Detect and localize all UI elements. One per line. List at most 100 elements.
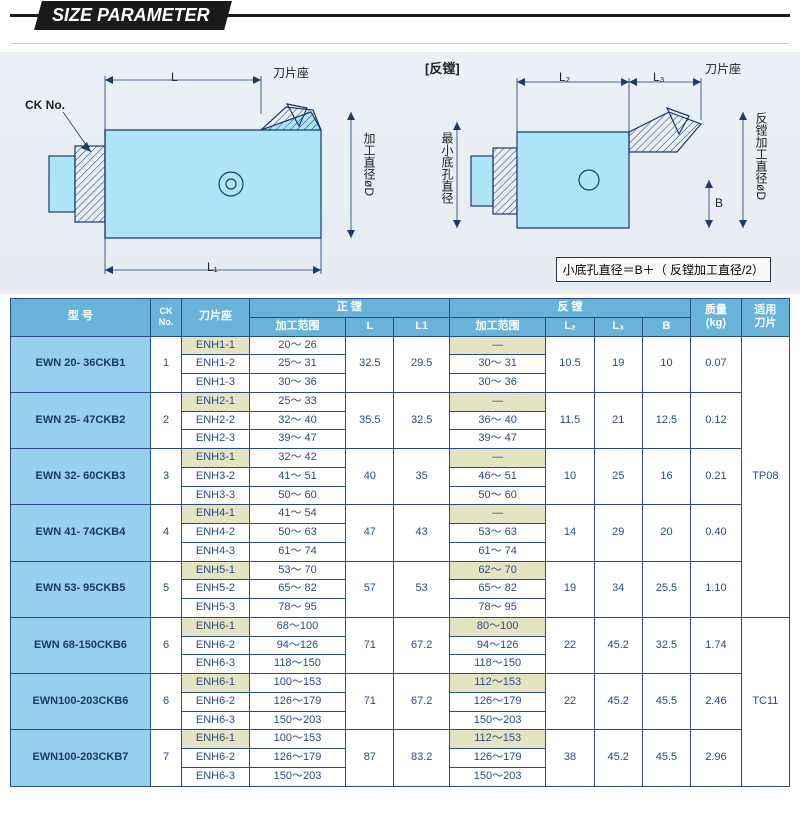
cell-range-reverse: 62～ 70 [449, 561, 545, 580]
cell-range-reverse: — [449, 336, 545, 355]
cell-kg: 0.12 [691, 392, 742, 448]
cell-seat: ENH2-2 [182, 411, 250, 430]
cell-L2: 19 [546, 561, 594, 617]
cell-range-reverse: — [449, 505, 545, 524]
table-row: EWN100-203CKB66ENH6-1100～1537167.2112～15… [11, 674, 790, 693]
cell-seat: ENH6-3 [182, 711, 250, 730]
cell-L1: 67.2 [394, 617, 449, 673]
table-body: EWN 20- 36CKB11ENH1-120～ 2632.529.5—10.5… [11, 336, 790, 786]
cell-range-reverse: 126～179 [449, 749, 545, 768]
cell-L2: 11.5 [546, 392, 594, 448]
cell-range-reverse: 112～153 [449, 730, 545, 749]
label-L1: L₁ [207, 260, 218, 274]
table-head: 型 号 CK No. 刀片座 正 镗 反 镗 质量 (kg) 适用 刀片 加工范… [11, 299, 790, 337]
cell-range-forward: 126～179 [249, 749, 345, 768]
cell-range-reverse: 118～150 [449, 655, 545, 674]
cell-range-forward: 94～126 [249, 636, 345, 655]
cell-B: 12.5 [642, 392, 690, 448]
table-row: EWN 41- 74CKB44ENH4-141～ 544743—1429200.… [11, 505, 790, 524]
cell-range-forward: 41～ 51 [249, 467, 345, 486]
cell-seat: ENH1-3 [182, 374, 250, 393]
th-forward: 正 镗 [249, 299, 449, 318]
cell-L3: 45.2 [594, 730, 642, 786]
cell-kg: 2.96 [691, 730, 742, 786]
label-seat-left: 刀片座 [273, 64, 309, 81]
label-rev-dia: 反镗加工直径øD [753, 112, 770, 200]
cell-L1: 67.2 [394, 674, 449, 730]
cell-L3: 34 [594, 561, 642, 617]
cell-range-reverse: 65～ 82 [449, 580, 545, 599]
cell-L: 47 [346, 505, 394, 561]
cell-range-reverse: — [449, 449, 545, 468]
th-L: L [346, 317, 394, 336]
cell-range-reverse: 78～ 95 [449, 599, 545, 618]
cell-kg: 0.07 [691, 336, 742, 392]
cell-range-forward: 118～150 [249, 655, 345, 674]
diagram-forward-boring: L 刀片座 CK No. L₁ 加工直径øD [21, 52, 391, 288]
cell-kg: 1.10 [691, 561, 742, 617]
cell-range-forward: 32～ 42 [249, 449, 345, 468]
cell-range-forward: 126～179 [249, 692, 345, 711]
cell-insert: TP08 [741, 336, 789, 617]
cell-B: 32.5 [642, 617, 690, 673]
cell-seat: ENH6-2 [182, 636, 250, 655]
cell-B: 10 [642, 336, 690, 392]
cell-range-forward: 100～153 [249, 730, 345, 749]
cell-range-forward: 50～ 63 [249, 524, 345, 543]
cell-L3: 45.2 [594, 674, 642, 730]
cell-seat: ENH6-1 [182, 674, 250, 693]
cell-seat: ENH3-3 [182, 486, 250, 505]
cell-L: 87 [346, 730, 394, 786]
cell-seat: ENH5-2 [182, 580, 250, 599]
cell-seat: ENH6-2 [182, 692, 250, 711]
cell-range-reverse: 150～203 [449, 711, 545, 730]
cell-seat: ENH3-1 [182, 449, 250, 468]
cell-seat: ENH6-3 [182, 767, 250, 786]
cell-range-reverse: — [449, 392, 545, 411]
cell-model: EWN100-203CKB6 [11, 674, 151, 730]
table-row: EWN 53- 95CKB55ENH5-153～ 70575362～ 70193… [11, 561, 790, 580]
cell-range-reverse: 61～ 74 [449, 542, 545, 561]
cell-L3: 45.2 [594, 617, 642, 673]
label-reverse-title: [反镗] [425, 58, 460, 77]
cell-range-reverse: 80～100 [449, 617, 545, 636]
cell-L2: 10.5 [546, 336, 594, 392]
cell-range-forward: 20～ 26 [249, 336, 345, 355]
cell-model: EWN 41- 74CKB4 [11, 505, 151, 561]
table-row: EWN100-203CKB77ENH6-1100～1538783.2112～15… [11, 730, 790, 749]
cell-model: EWN 53- 95CKB5 [11, 561, 151, 617]
cell-range-forward: 50～ 60 [249, 486, 345, 505]
cell-seat: ENH4-2 [182, 524, 250, 543]
cell-L: 35.5 [346, 392, 394, 448]
cell-L: 71 [346, 617, 394, 673]
th-L3: L₃ [594, 317, 642, 336]
cell-L: 32.5 [346, 336, 394, 392]
cell-model: EWN 68-150CKB6 [11, 617, 151, 673]
cell-range-reverse: 150～203 [449, 767, 545, 786]
cell-seat: ENH5-1 [182, 561, 250, 580]
cell-seat: ENH5-3 [182, 599, 250, 618]
label-min-dia: 最小底孔直径 [439, 132, 456, 204]
cell-B: 20 [642, 505, 690, 561]
cell-kg: 0.40 [691, 505, 742, 561]
cell-insert: TC11 [741, 617, 789, 786]
cell-model: EWN 25- 47CKB2 [11, 392, 151, 448]
cell-range-forward: 30～ 36 [249, 374, 345, 393]
diagram-right-svg [409, 52, 779, 288]
cell-kg: 0.21 [691, 449, 742, 505]
cell-ck: 7 [150, 730, 181, 786]
cell-L1: 29.5 [394, 336, 449, 392]
cell-B: 25.5 [642, 561, 690, 617]
cell-seat: ENH2-1 [182, 392, 250, 411]
th-B: B [642, 317, 690, 336]
cell-kg: 1.74 [691, 617, 742, 673]
label-ck-no: CK No. [25, 98, 65, 112]
cell-kg: 2.46 [691, 674, 742, 730]
cell-seat: ENH1-2 [182, 355, 250, 374]
cell-seat: ENH6-3 [182, 655, 250, 674]
th-ck: CK No. [150, 299, 181, 337]
cell-range-forward: 150～203 [249, 711, 345, 730]
cell-B: 16 [642, 449, 690, 505]
th-L1: L1 [394, 317, 449, 336]
cell-ck: 6 [150, 674, 181, 730]
